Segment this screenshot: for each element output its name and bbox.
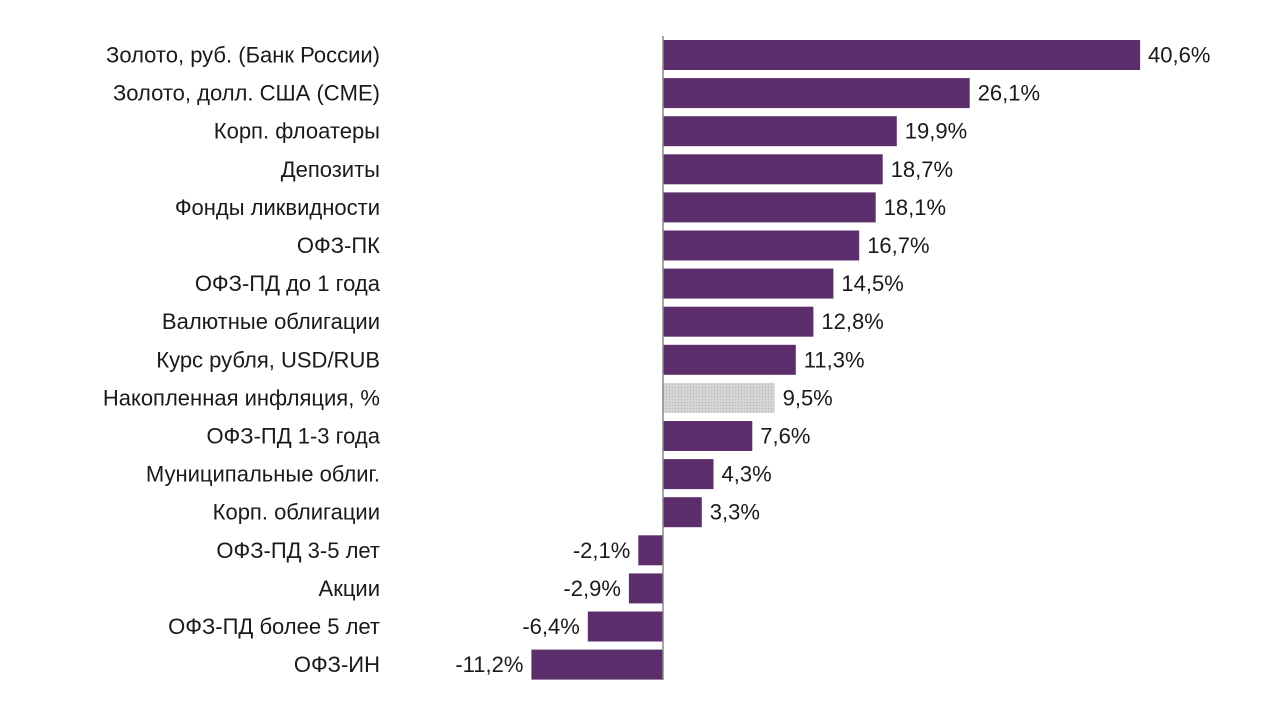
category-label: Корп. флоатеры: [214, 119, 380, 144]
value-label: 19,9%: [905, 119, 967, 144]
value-label: 16,7%: [867, 233, 929, 258]
bar-7: [663, 268, 834, 299]
value-label: -2,1%: [573, 538, 630, 563]
value-label: -11,2%: [455, 652, 523, 677]
category-label: Накопленная инфляция, %: [103, 385, 380, 410]
value-labels-layer: 40,6% 26,1% 19,9% 18,7% 18,1% 16,7% 14,5% 12,8%…: [455, 43, 1210, 678]
value-label: -2,9%: [563, 576, 620, 601]
bar-3: [663, 116, 897, 147]
category-label: Золото, руб. (Банк России): [106, 43, 380, 68]
value-label: 14,5%: [841, 271, 903, 296]
category-label: Валютные облигации: [162, 309, 380, 334]
bar-10: [663, 382, 775, 413]
value-label: 3,3%: [710, 500, 760, 525]
bar-6: [663, 230, 860, 261]
value-label: 11,3%: [804, 347, 865, 372]
category-label: Золото, долл. США (CME): [113, 81, 380, 106]
value-label: 4,3%: [722, 462, 772, 487]
category-labels-layer: Золото, руб. (Банк России) Золото, долл. …: [103, 43, 381, 678]
category-label: Депозиты: [281, 157, 380, 182]
category-label: Корп. облигации: [213, 500, 380, 525]
bar-16: [587, 611, 663, 642]
category-label: ОФЗ-ПД до 1 года: [195, 271, 381, 296]
category-label: Акции: [319, 576, 380, 601]
bar-13: [663, 497, 702, 528]
category-label: Муниципальные облиг.: [146, 462, 380, 487]
category-label: Курс рубля, USD/RUB: [156, 347, 380, 372]
category-label: ОФЗ-ПД 1-3 года: [206, 424, 380, 449]
value-label: 12,8%: [821, 309, 883, 334]
category-label: ОФЗ-ПК: [297, 233, 380, 258]
value-label: 18,1%: [884, 195, 946, 220]
bar-4: [663, 154, 883, 185]
bar-15: [628, 573, 663, 604]
bar-14: [638, 535, 663, 566]
bar-11: [663, 421, 753, 451]
value-label: -6,4%: [522, 614, 579, 639]
category-label: ОФЗ-ИН: [294, 652, 380, 677]
bar-17: [531, 649, 663, 680]
category-label: ОФЗ-ПД более 5 лет: [168, 614, 380, 639]
bar-9: [663, 344, 796, 375]
bar-8: [663, 306, 814, 337]
bars-layer: [531, 40, 1141, 680]
bar-5: [663, 192, 876, 223]
category-label: ОФЗ-ПД 3-5 лет: [216, 538, 380, 563]
value-label: 7,6%: [760, 424, 810, 449]
bar-2: [663, 78, 970, 109]
value-label: 40,6%: [1148, 43, 1210, 68]
value-label: 18,7%: [891, 157, 953, 182]
value-label: 9,5%: [783, 385, 833, 410]
bar-1: [663, 40, 1141, 70]
value-label: 26,1%: [978, 81, 1040, 106]
bar-12: [663, 459, 714, 490]
category-label: Фонды ликвидности: [175, 195, 380, 220]
